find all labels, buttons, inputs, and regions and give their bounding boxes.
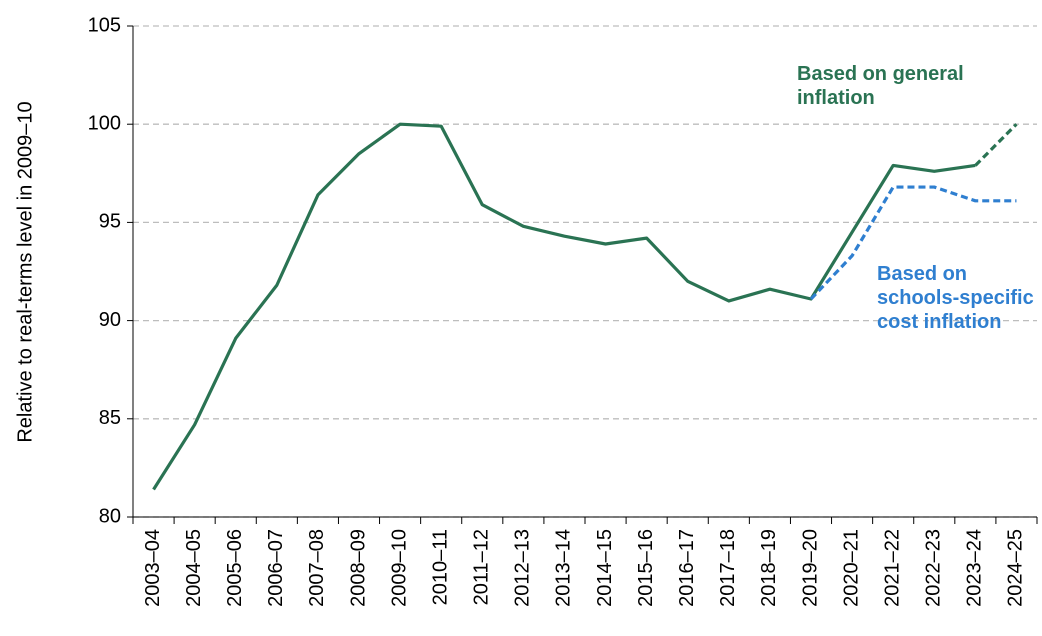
series-line xyxy=(809,185,1017,301)
x-tick-label: 2017–18 xyxy=(717,529,739,607)
x-tick-label: 2005–06 xyxy=(224,529,246,607)
x-tick-label: 2014–15 xyxy=(594,529,616,607)
x-tick-label: 2022–23 xyxy=(923,529,945,607)
series-line xyxy=(974,123,1018,167)
annotation: Based on schools-specific cost inflation xyxy=(877,263,1034,333)
x-tick-label: 2012–13 xyxy=(512,529,534,607)
x-tick-label: 2003–04 xyxy=(142,529,164,607)
x-tick-label: 2013–14 xyxy=(553,529,575,607)
x-tick-label: 2018–19 xyxy=(758,529,780,607)
x-tick-label: 2016–17 xyxy=(676,529,698,607)
x-tick-label: 2011–12 xyxy=(471,529,493,605)
x-tick-label: 2020–21 xyxy=(840,529,862,607)
y-axis-label: Relative to real-terms level in 2009–10 xyxy=(14,101,36,442)
annotation: Based on general inflation xyxy=(797,63,964,109)
x-tick-label: 2023–24 xyxy=(964,529,986,607)
y-tick-label: 100 xyxy=(88,112,121,134)
y-tick-label: 90 xyxy=(99,309,121,331)
x-tick-label: 2008–09 xyxy=(347,529,369,607)
x-tick-label: 2021–22 xyxy=(881,529,903,607)
y-tick-label: 95 xyxy=(99,211,121,233)
y-tick-label: 80 xyxy=(99,505,121,527)
y-tick-label: 105 xyxy=(88,14,121,36)
x-tick-label: 2009–10 xyxy=(388,529,410,607)
series-line xyxy=(152,122,976,491)
x-tick-label: 2006–07 xyxy=(265,529,287,607)
x-tick-label: 2010–11 xyxy=(429,529,451,605)
x-tick-label: 2019–20 xyxy=(799,529,821,607)
x-tick-label: 2004–05 xyxy=(183,529,205,607)
x-tick-label: 2015–16 xyxy=(635,529,657,607)
y-tick-label: 85 xyxy=(99,407,121,429)
x-tick-label: 2007–08 xyxy=(306,529,328,607)
x-tick-label: 2024–25 xyxy=(1005,529,1027,607)
